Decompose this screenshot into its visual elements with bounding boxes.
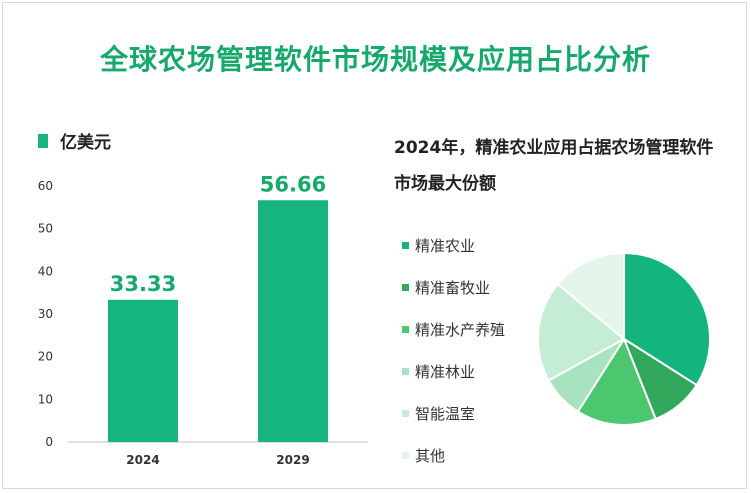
legend-item: 精准林业 [402, 350, 505, 392]
legend-label: 精准林业 [415, 362, 476, 381]
y-tick-label: 40 [38, 264, 53, 278]
chart-frame [2, 2, 747, 489]
pie-slice-6 [556, 251, 625, 342]
legend-label: 智能温室 [415, 404, 476, 423]
page-title: 全球农场管理软件市场规模及应用占比分析 [99, 43, 651, 76]
legend-item: 精准农业 [402, 224, 505, 266]
x-tick-label: 2029 [276, 453, 309, 467]
unit-label: 亿美元 [60, 133, 111, 153]
unit-marker [38, 133, 48, 148]
legend-item: 智能温室 [402, 392, 505, 434]
legend-label: 精准农业 [415, 236, 476, 255]
bar-chart-unit: 亿美元 [38, 128, 111, 153]
y-tick-label: 0 [45, 435, 53, 449]
pie-slice-5 [537, 282, 626, 382]
legend-item: 精准畜牧业 [402, 266, 505, 308]
y-tick-label: 10 [38, 392, 53, 406]
legend-swatch [402, 409, 409, 417]
pie-chart-title: 2024年，精准农业应用占据农场管理软件市场最大份额 [394, 138, 714, 194]
legend-swatch [402, 367, 409, 375]
y-tick-label: 60 [38, 179, 53, 193]
legend-swatch [402, 325, 409, 333]
bar-2029 [258, 200, 328, 442]
legend-swatch [402, 241, 409, 249]
pie-legend: 精准农业精准畜牧业精准水产养殖 精准林业智能温室其他 [402, 224, 505, 476]
legend-item: 精准水产养殖 [402, 308, 505, 350]
bar-value-label: 33.33 [110, 272, 176, 296]
pie-slice-3 [576, 336, 657, 426]
y-tick-label: 30 [38, 307, 53, 321]
bar-value-label: 56.66 [260, 172, 326, 196]
legend-label: 其他 [415, 446, 446, 465]
bar-2024 [108, 299, 178, 442]
x-tick-label: 2024 [126, 453, 159, 467]
y-tick-label: 20 [38, 350, 53, 364]
legend-item: 其他 [402, 434, 505, 476]
legend-swatch [402, 451, 409, 459]
legend-swatch [402, 283, 409, 291]
legend-label: 精准畜牧业 [415, 278, 491, 297]
legend-label: 精准水产养殖 [415, 320, 506, 339]
y-tick-label: 50 [38, 222, 53, 236]
